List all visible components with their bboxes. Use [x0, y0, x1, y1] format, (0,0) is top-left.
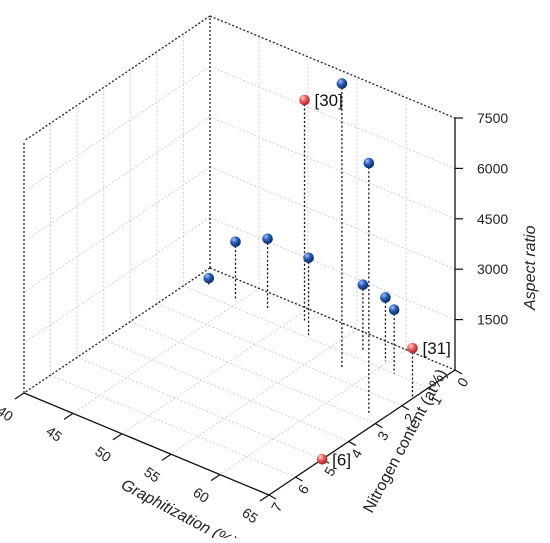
- data-point: [363, 157, 375, 169]
- y-tick: [348, 440, 357, 446]
- box-frame: [23, 15, 456, 394]
- data-point: [230, 236, 241, 248]
- data-points: [203, 78, 418, 465]
- frame-edge: [209, 267, 456, 371]
- y-tick-label: 7: [268, 500, 286, 515]
- grid-line: [219, 349, 407, 476]
- grid-line: [23, 217, 211, 344]
- x-tick: [112, 433, 123, 441]
- x-tick-label: 65: [239, 504, 261, 526]
- y-tick-label: 6: [294, 482, 312, 497]
- y-tick: [454, 369, 463, 375]
- data-point: [299, 94, 310, 106]
- annotations: [30] [31] [6]: [315, 91, 451, 469]
- annotation-label: [30]: [315, 91, 343, 110]
- data-point: [336, 78, 348, 89]
- data-point: [380, 292, 391, 303]
- grid-line: [209, 65, 456, 169]
- x-tick-label: 40: [0, 402, 16, 424]
- data-point: [388, 304, 400, 316]
- grid-line: [50, 374, 296, 478]
- x-tick: [161, 453, 172, 461]
- grid-line: [209, 217, 456, 321]
- grid-line: [130, 321, 376, 425]
- z-tick-label: 1500: [477, 312, 508, 328]
- z-tick-label: 4500: [477, 211, 508, 227]
- y-tick: [401, 405, 410, 411]
- x-tick-label: 45: [43, 423, 65, 445]
- frame-edge: [23, 15, 211, 142]
- frame-edge: [209, 15, 456, 119]
- grid-line: [23, 65, 211, 192]
- y-tick: [295, 476, 303, 482]
- data-point: [316, 453, 328, 465]
- data-point: [262, 233, 273, 245]
- y-axis-title: Nitrogen content (at%): [361, 367, 451, 516]
- x-tick: [14, 392, 25, 400]
- x-tick: [259, 494, 270, 502]
- z-tick-label: 7500: [477, 110, 508, 126]
- y-tick: [268, 494, 277, 500]
- data-point: [357, 279, 369, 291]
- grid-lines: [23, 15, 456, 496]
- frame-edge: [23, 267, 211, 394]
- y-tick-label: 0: [454, 375, 472, 390]
- grid-line: [170, 328, 358, 455]
- x-tick-label: 60: [190, 484, 212, 506]
- x-tick: [210, 474, 221, 482]
- annotation-label: [6]: [332, 450, 351, 469]
- grid-line: [23, 166, 211, 293]
- x-tick-label: 50: [92, 443, 114, 465]
- x-tick-label: 55: [141, 464, 163, 486]
- x-tick: [63, 412, 74, 420]
- y-axis-line: [268, 369, 456, 496]
- grid-line: [183, 285, 429, 389]
- y-tick: [374, 423, 383, 429]
- grid-line: [76, 356, 323, 460]
- grid-line: [209, 166, 456, 270]
- z-tick-label: 6000: [477, 160, 508, 176]
- drop-lines: [208, 83, 414, 416]
- data-point: [303, 252, 314, 264]
- y-tick-label: 3: [374, 428, 392, 443]
- grid-line: [209, 116, 456, 220]
- grid-line: [23, 116, 211, 243]
- z-tick-label: 3000: [477, 261, 508, 277]
- grid-line: [156, 303, 403, 407]
- y-tick: [428, 387, 436, 393]
- x-axis-title: Graphitization (%): [118, 477, 239, 538]
- annotation-label: [31]: [422, 339, 450, 358]
- x-axis-line: [23, 392, 270, 496]
- grid-line: [121, 308, 309, 435]
- grid-line: [72, 287, 260, 414]
- z-axis-title: Aspect ratio: [522, 225, 539, 311]
- grid-line: [103, 338, 349, 442]
- data-point: [407, 342, 418, 354]
- data-point: [203, 272, 215, 284]
